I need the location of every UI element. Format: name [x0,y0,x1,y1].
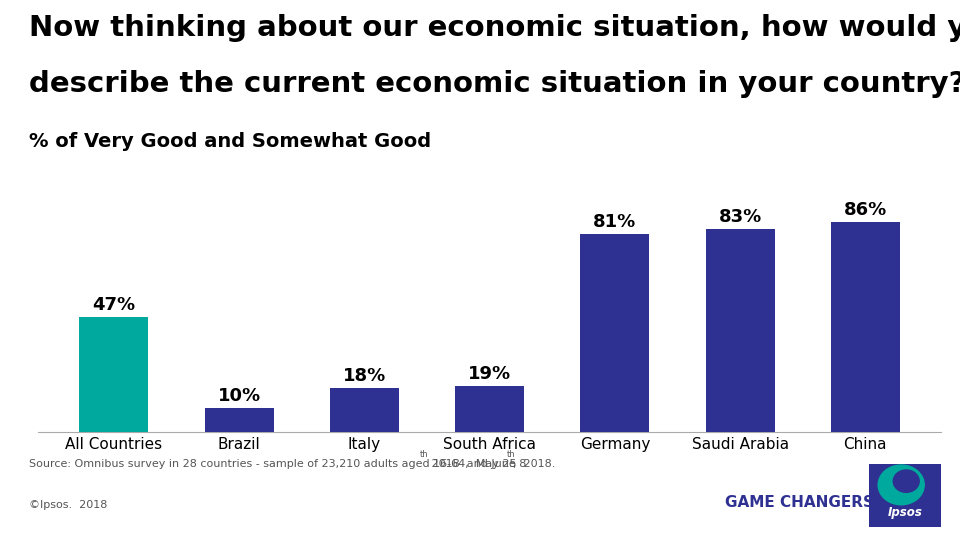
Circle shape [893,470,920,492]
Bar [706,229,775,432]
FancyBboxPatch shape [869,464,941,526]
Bar [204,408,274,432]
Text: 10%: 10% [218,387,261,404]
Bar [330,388,398,432]
Text: th: th [420,450,428,460]
Text: 18%: 18% [343,367,386,385]
Text: th: th [507,450,516,460]
Text: 81%: 81% [593,213,636,231]
Bar [831,222,900,432]
Text: 86%: 86% [844,201,887,219]
Bar [80,317,148,432]
Text: Source: Omnibus survey in 28 countries - sample of 23,210 adults aged 16-64,  Ma: Source: Omnibus survey in 28 countries -… [29,459,516,469]
Circle shape [878,465,924,505]
Text: % of Very Good and Somewhat Good: % of Very Good and Somewhat Good [29,132,431,151]
Text: describe the current economic situation in your country?: describe the current economic situation … [29,70,960,98]
Text: 83%: 83% [718,208,761,226]
Text: ©Ipsos.  2018: ©Ipsos. 2018 [29,500,108,510]
Text: 19%: 19% [468,364,511,383]
Text: ,  2018.: , 2018. [514,459,556,469]
Text: Ipsos: Ipsos [887,507,923,519]
Bar [455,386,524,432]
Text: 2018  and June 8: 2018 and June 8 [427,459,526,469]
Text: Now thinking about our economic situation, how would you: Now thinking about our economic situatio… [29,14,960,42]
Text: GAME CHANGERS: GAME CHANGERS [725,495,874,510]
Bar [581,234,649,432]
Text: 47%: 47% [92,296,135,314]
